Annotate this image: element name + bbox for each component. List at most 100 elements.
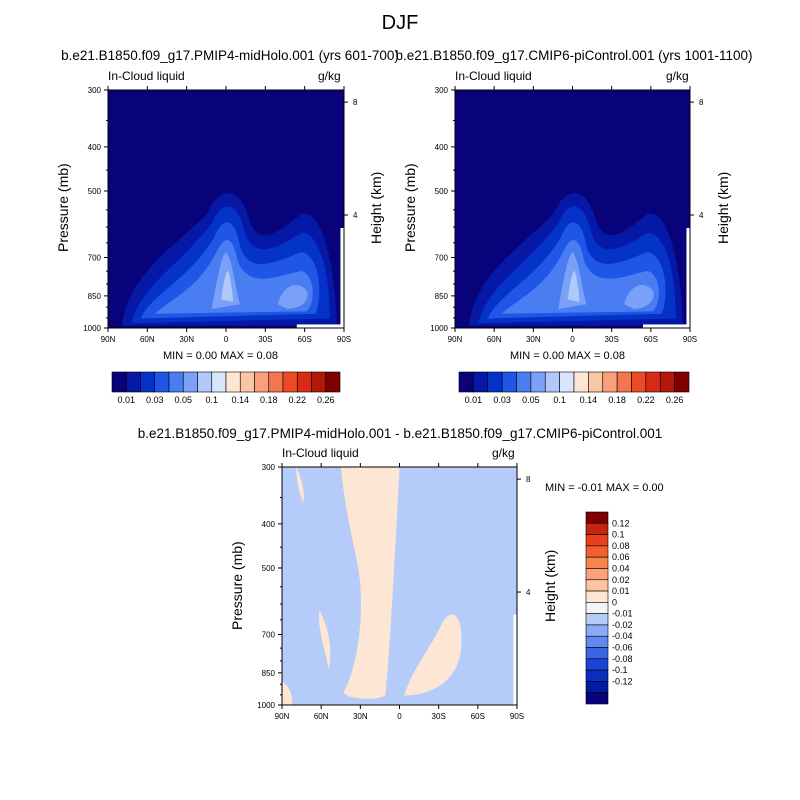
right-colorbar-swatch [674,371,690,393]
right-colorbar-label: 0.1 [553,395,566,405]
right-y2tick-label: 4 [699,211,704,220]
right-colorbar-label: 0.03 [493,395,511,405]
left-missing-data [340,228,344,328]
left-missing-data-surface [296,324,344,328]
left-colorbar: 0.01 0.03 0.05 0.1 0.14 0.18 0.22 0.26 [111,371,341,405]
diff-colorbar-label: 0.04 [612,563,630,573]
left-y2tick-label: 4 [353,211,358,220]
left-xtick-label: 30N [179,335,194,344]
left-ytick-label: 1000 [83,324,101,333]
diff-colorbar-swatch [585,556,609,569]
diff-ytick-label: 700 [262,630,276,639]
left-contours [107,89,345,329]
right-colorbar-swatch [573,371,589,393]
diff-field-background [282,467,517,705]
diff-missing-data [513,614,517,705]
diff-colorbar-label: 0.01 [612,586,630,596]
left-colorbar-swatch [211,371,227,393]
page-title: DJF [381,12,419,34]
left-ytick-label: 400 [88,143,102,152]
left-xtick-label: 60N [140,335,155,344]
left-colorbar-swatch [197,371,213,393]
diff-ytick-label: 850 [262,669,276,678]
diff-ytick-label: 400 [262,520,276,529]
right-contour-level-6 [567,270,580,302]
diff-colorbar-swatch [585,602,609,614]
diff-panel-title: b.e21.B1850.f09_g17.PMIP4-midHolo.001 - … [137,426,663,441]
left-colorbar-swatch [268,371,284,393]
left-colorbar-label: 0.1 [205,395,218,405]
right-colorbar-swatch [645,371,661,393]
diff-colorbar-swatch [585,647,609,660]
diff-y2tick-label: 8 [526,475,531,484]
right-colorbar-swatch [602,371,618,393]
right-ytick-label: 850 [435,292,449,301]
left-units-label: g/kg [318,69,341,83]
diff-ytick-label: 1000 [257,701,275,710]
right-colorbar-swatch [516,371,532,393]
left-contour-level-6 [221,270,234,302]
left-minmax: MIN = 0.00 MAX = 0.08 [163,350,278,362]
right-colorbar-label: 0.26 [666,395,684,405]
diff-colorbar-swatch [585,624,609,637]
diff-axes: 90N 60N 30N 0 30S 60S 90S 300 400 500 700 850 1000 8 4 [257,463,531,721]
right-colorbar-swatch [458,371,474,393]
right-colorbar-swatch [588,371,604,393]
right-colorbar-label: 0.05 [522,395,540,405]
left-colorbar-swatch [282,371,298,393]
diff-ytick-label: 300 [262,463,276,472]
diff-positive-region-2 [340,467,400,699]
diff-xtick-label: 90S [510,712,524,721]
diff-colorbar-label: 0.06 [612,552,630,562]
diff-xtick-label: 90N [275,712,290,721]
right-xtick-label: 60S [644,335,658,344]
diff-colorbar-swatch [585,545,609,558]
right-axes: 90N 60N 30N 0 30S 60S 90S 300 400 500 700 850 1000 8 4 [430,86,704,344]
right-xtick-label: 90S [683,335,697,344]
right-contours [454,89,691,329]
diff-colorbar-label: -0.01 [612,609,633,619]
left-xtick-label: 60S [298,335,312,344]
left-colorbar-swatch [239,371,255,393]
left-colorbar-label: 0.18 [260,395,278,405]
right-xtick-label: 60N [487,335,502,344]
right-missing-data-surface [643,324,690,328]
diff-colorbar-swatch [585,579,609,592]
left-colorbar-swatch [325,371,341,393]
left-colorbar-swatch [111,371,127,393]
diff-colorbar-swatch [585,669,609,682]
diff-y2tick-label: 4 [526,588,531,597]
left-ytick-label: 850 [88,292,102,301]
diff-colorbar-swatch [585,590,609,603]
left-ytick-label: 700 [88,253,102,262]
left-ytick-label: 500 [88,187,102,196]
right-colorbar-label: 0.14 [580,395,598,405]
left-colorbar-swatch [125,371,141,393]
right-y2tick-label: 8 [699,98,704,107]
diff-colorbar-swatch [585,534,609,547]
right-colorbar-swatch [616,371,632,393]
right-colorbar-label: 0.01 [465,395,483,405]
right-colorbar-swatch [631,371,647,393]
diff-positive-region-1 [296,467,304,503]
left-ytick-label: 300 [88,86,102,95]
diff-colorbar: 0.120.10.080.060.040.020.010-0.01-0.02-0… [585,511,633,705]
left-colorbar-swatch [182,371,198,393]
diff-contours [281,466,518,706]
diff-minmax: MIN = -0.01 MAX = 0.00 [545,482,664,494]
left-xtick-label: 90N [101,335,116,344]
diff-colorbar-label: -0.1 [612,665,628,675]
diff-ytick-label: 500 [262,564,276,573]
left-xtick-label: 30S [258,335,272,344]
left-colorbar-label: 0.01 [117,395,135,405]
left-colorbar-label: 0.22 [288,395,306,405]
right-xtick-label: 0 [570,335,575,344]
diff-colorbar-label: -0.06 [612,643,633,653]
diff-colorbar-swatch [585,658,609,671]
right-colorbar-swatch [659,371,675,393]
diff-colorbar-swatch [585,681,609,694]
left-colorbar-label: 0.26 [317,395,335,405]
left-colorbar-swatch [154,371,170,393]
left-colorbar-swatch [296,371,312,393]
